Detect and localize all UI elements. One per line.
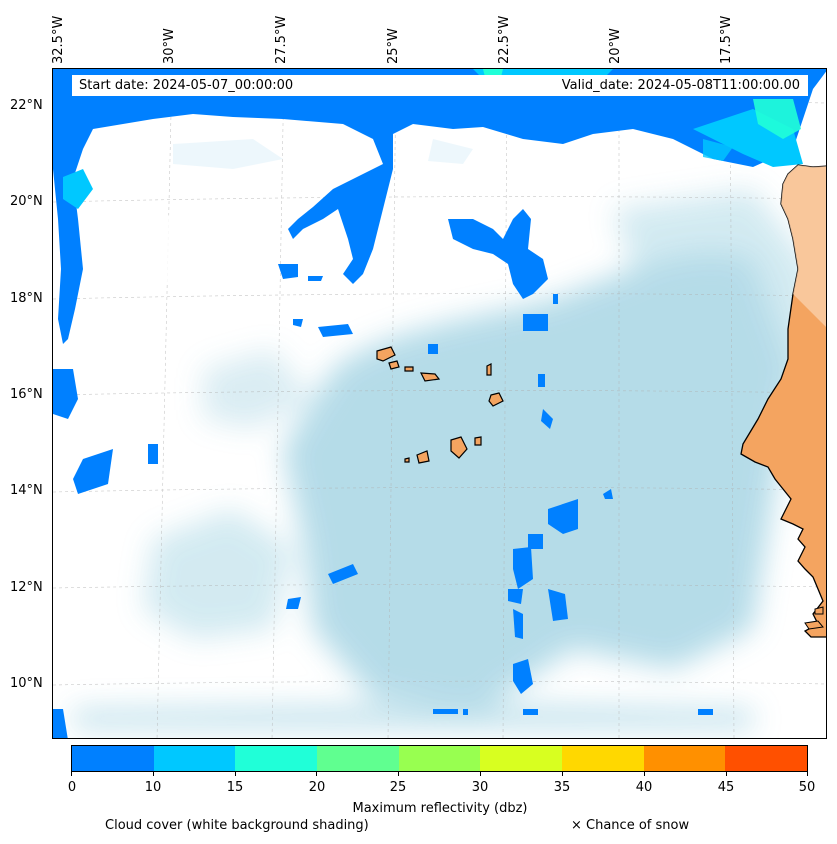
colorbar-segment <box>480 746 563 771</box>
lon-label: 17.5°W <box>719 15 734 64</box>
colorbar-tick-label: 20 <box>308 780 326 795</box>
colorbar-segment <box>398 746 481 771</box>
colorbar-segment <box>153 746 236 771</box>
colorbar-segment <box>725 746 808 771</box>
colorbar-tick-label: 15 <box>226 780 244 795</box>
lon-label: 20°W <box>608 28 623 64</box>
colorbar-segment <box>72 746 154 771</box>
colorbar-tick-label: 35 <box>553 780 571 795</box>
map-canvas <box>53 69 826 738</box>
lat-label: 14°N <box>10 483 43 498</box>
colorbar-tick-label: 45 <box>717 780 735 795</box>
start-date-label: Start date: 2024-05-07_00:00:00 <box>79 78 294 93</box>
colorbar-tick-label: 50 <box>798 780 816 795</box>
lat-label: 12°N <box>10 580 43 595</box>
africa-coast-gradient <box>781 165 826 327</box>
colorbar-tick-label: 40 <box>635 780 653 795</box>
lat-label: 18°N <box>10 291 43 306</box>
lon-label: 22.5°W <box>497 15 512 64</box>
colorbar <box>71 745 808 772</box>
map-panel[interactable] <box>52 68 827 739</box>
colorbar-title: Maximum reflectivity (dbz) <box>352 801 528 816</box>
lon-label: 25°W <box>386 28 401 64</box>
bijagos-islands <box>804 606 824 630</box>
lon-label: 32.5°W <box>51 15 66 64</box>
colorbar-tick-label: 0 <box>67 780 77 795</box>
lat-label: 20°N <box>10 194 43 209</box>
colorbar-segment <box>643 746 726 771</box>
reflectivity-low <box>53 69 826 738</box>
colorbar-segment <box>562 746 644 771</box>
lat-label: 22°N <box>10 98 43 113</box>
cape-verde-islands <box>376 346 504 464</box>
colorbar-tick-label: 25 <box>389 780 407 795</box>
lon-label: 30°W <box>162 28 177 64</box>
lat-label: 10°N <box>10 676 43 691</box>
colorbar-tick-label: 30 <box>471 780 489 795</box>
lat-label: 16°N <box>10 387 43 402</box>
colorbar-segment <box>235 746 318 771</box>
gridlines <box>53 69 826 738</box>
lon-label: 27.5°W <box>274 15 289 64</box>
cloud-cover-legend: Cloud cover (white background shading) <box>105 818 369 833</box>
cloud-pockets <box>83 139 473 289</box>
colorbar-tick-label: 10 <box>144 780 162 795</box>
info-bar: Start date: 2024-05-07_00:00:00 Valid_da… <box>72 75 808 96</box>
snow-legend: × Chance of snow <box>571 818 690 833</box>
colorbar-segment <box>317 746 399 771</box>
valid-date-label: Valid_date: 2024-05-08T11:00:00.00 <box>561 78 800 93</box>
